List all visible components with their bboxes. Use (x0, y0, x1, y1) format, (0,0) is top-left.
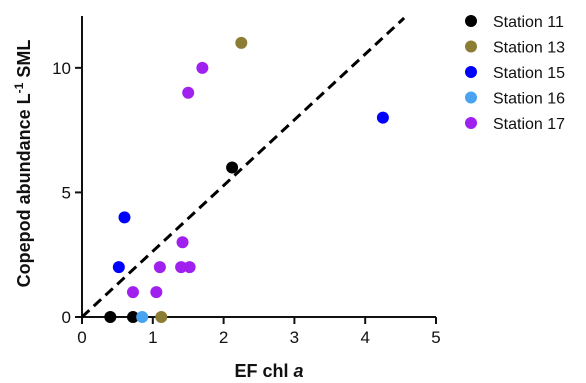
data-point (183, 261, 196, 274)
y-axis-label-suffix: SML (14, 40, 34, 83)
x-axis-label-main: EF chl (234, 361, 293, 381)
legend-label: Station 16 (493, 91, 565, 108)
data-points (104, 36, 389, 323)
data-point (126, 311, 139, 323)
data-point (150, 286, 163, 299)
y-axis-label: Copepod abundance L-1 SML (12, 40, 34, 288)
data-point (104, 311, 117, 323)
reference-line-group (80, 16, 406, 319)
data-point (175, 261, 188, 274)
y-axis-label-superscript: -1 (12, 82, 26, 93)
y-tick-label: 5 (62, 183, 71, 202)
x-axis-label: EF chl a (234, 361, 303, 381)
reference-line (80, 16, 406, 319)
data-point (196, 61, 209, 74)
x-tick-label: 2 (219, 328, 228, 347)
tick-labels: 0 1 2 3 4 5 0 5 10 (52, 59, 441, 347)
legend-label: Station 17 (493, 116, 565, 133)
x-axis-label-italic: a (294, 361, 304, 381)
legend-marker (465, 66, 477, 78)
x-tick-label: 0 (77, 328, 86, 347)
legend-marker (465, 40, 477, 53)
axes (75, 16, 437, 324)
legend-marker (465, 91, 477, 104)
data-point (112, 261, 125, 274)
x-tick-label: 1 (148, 328, 157, 347)
data-point (176, 236, 189, 249)
legend-marker (465, 15, 477, 27)
data-point (182, 86, 195, 99)
y-tick-label: 0 (62, 308, 71, 327)
legend-label: Station 13 (493, 40, 565, 57)
data-point (153, 261, 166, 274)
y-tick-label: 10 (52, 59, 71, 78)
legend-label: Station 15 (493, 65, 565, 82)
data-point (226, 161, 239, 174)
legend-marker (465, 117, 477, 129)
x-tick-label: 4 (360, 328, 369, 347)
x-tick-label: 3 (290, 328, 299, 347)
data-point (376, 111, 389, 124)
legend: Station 11 Station 13 Station 15 Station 16… (465, 14, 565, 133)
x-tick-label: 5 (431, 328, 440, 347)
data-point (118, 211, 131, 224)
data-point (136, 311, 149, 323)
data-point (126, 286, 139, 299)
data-point (235, 36, 248, 49)
y-axis-label-main: Copepod abundance L (14, 93, 34, 287)
data-point (155, 311, 168, 323)
legend-label: Station 11 (493, 14, 564, 31)
